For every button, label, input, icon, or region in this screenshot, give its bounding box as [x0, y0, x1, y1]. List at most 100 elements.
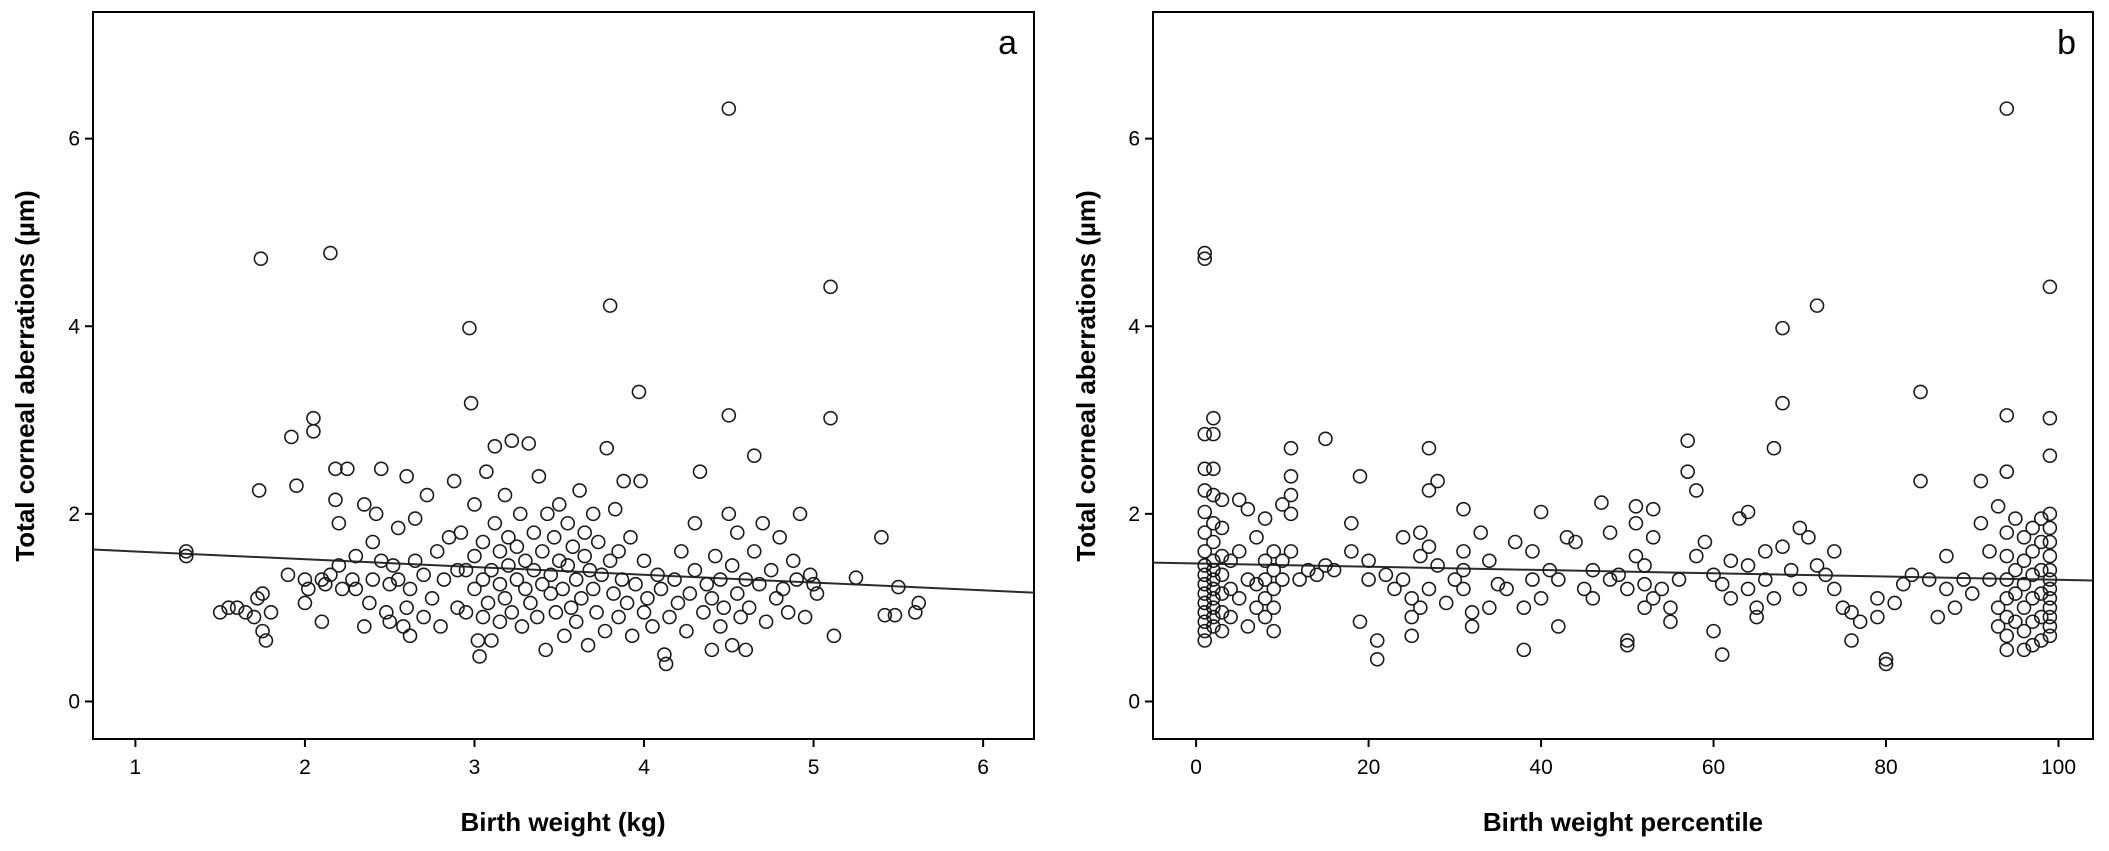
data-point — [521, 436, 537, 451]
data-point — [1999, 642, 2015, 658]
data-point — [1344, 544, 1359, 559]
data-point — [399, 469, 414, 484]
data-point — [758, 614, 774, 630]
data-point — [729, 525, 745, 540]
data-point — [1913, 384, 1928, 400]
data-point — [2033, 562, 2049, 578]
x-tick-label: 5 — [808, 756, 820, 779]
data-point — [1482, 553, 1497, 569]
data-point — [1197, 614, 1213, 630]
data-point — [331, 515, 347, 531]
data-point — [348, 548, 364, 564]
data-point — [497, 590, 513, 606]
data-point — [1602, 525, 1618, 540]
data-point — [640, 590, 655, 606]
panel-a-y-title: Total corneal aberrations (µm) — [10, 190, 40, 561]
data-point — [577, 548, 592, 564]
data-point — [1206, 534, 1221, 550]
data-point — [1326, 562, 1342, 578]
x-tick-label: 0 — [1190, 756, 1202, 779]
data-point — [1757, 572, 1773, 587]
data-point — [551, 553, 567, 569]
data-point — [1197, 605, 1213, 620]
data-point — [2025, 637, 2040, 653]
data-point — [255, 586, 270, 601]
data-point — [597, 623, 613, 639]
data-point — [1421, 539, 1437, 554]
data-point — [1206, 590, 1221, 606]
data-point — [2042, 609, 2058, 625]
data-point — [246, 609, 262, 625]
data-point — [348, 581, 364, 597]
data-point — [492, 544, 508, 559]
data-point — [1671, 572, 1687, 587]
data-point — [1620, 637, 1635, 653]
data-point — [323, 567, 338, 583]
data-point — [2033, 609, 2049, 625]
data-point — [535, 576, 550, 592]
data-point — [636, 605, 652, 620]
data-point — [2042, 572, 2058, 587]
data-point — [2016, 553, 2032, 569]
data-point — [1628, 515, 1644, 531]
y-tick-label: 0 — [1128, 690, 1140, 713]
data-point — [1999, 548, 2015, 564]
data-point — [1421, 581, 1437, 597]
data-point — [724, 637, 740, 653]
data-point — [1999, 525, 2015, 540]
x-tick-label: 80 — [1874, 756, 1897, 779]
data-point — [1706, 567, 1721, 583]
data-point — [682, 586, 698, 601]
data-point — [2016, 642, 2032, 658]
data-point — [1904, 567, 1920, 583]
data-point — [1870, 609, 1885, 625]
data-point — [1214, 623, 1230, 639]
data-point — [1689, 483, 1704, 498]
data-point — [699, 576, 715, 592]
data-point — [284, 429, 299, 445]
data-point — [721, 408, 737, 423]
data-point — [1369, 651, 1385, 667]
data-point — [479, 464, 494, 479]
data-point — [721, 506, 737, 522]
data-point — [1464, 605, 1480, 620]
data-point — [1999, 464, 2015, 479]
data-point — [590, 534, 606, 550]
data-point — [1533, 504, 1549, 520]
data-point — [780, 605, 796, 620]
data-point — [263, 605, 279, 620]
data-point — [1404, 609, 1420, 625]
data-point — [674, 544, 689, 559]
data-point — [509, 572, 525, 587]
data-point — [467, 548, 482, 564]
data-point — [416, 567, 431, 583]
data-point — [1395, 530, 1411, 545]
data-point — [1870, 590, 1885, 606]
data-point — [633, 473, 648, 489]
data-point — [565, 539, 581, 554]
data-point — [768, 590, 784, 606]
panel-b: 0 2 4 6 0 20 40 60 80 100 b Birth weight percent… — [1071, 11, 2094, 837]
data-point — [328, 492, 343, 508]
data-point — [1637, 576, 1652, 592]
data-point — [2008, 586, 2023, 601]
data-point — [1999, 408, 2015, 423]
data-point — [1257, 553, 1273, 569]
x-tick-label: 3 — [469, 756, 481, 779]
data-point — [1620, 581, 1635, 597]
data-point — [1740, 558, 1756, 573]
data-point — [526, 562, 542, 578]
data-point — [623, 530, 638, 545]
data-point — [1266, 600, 1282, 615]
data-point — [877, 607, 893, 623]
data-point — [1775, 320, 1790, 336]
data-point — [1257, 511, 1273, 526]
data-point — [1783, 562, 1799, 578]
panel-a-x-axis: 1 2 3 4 5 6 — [130, 739, 989, 779]
data-point — [487, 515, 503, 531]
data-point — [472, 649, 487, 664]
data-point — [1257, 609, 1273, 625]
data-point — [631, 384, 647, 400]
data-point — [1645, 590, 1661, 606]
panel-b-fit-line — [1152, 561, 2094, 582]
